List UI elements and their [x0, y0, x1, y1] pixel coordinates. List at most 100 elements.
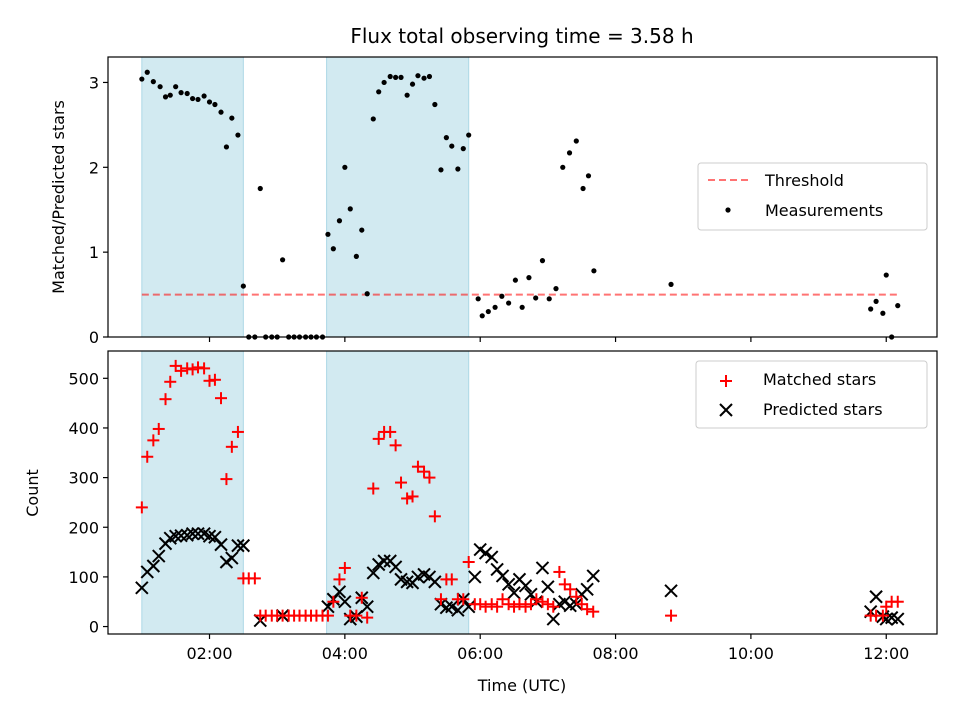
y-tick-label: 400 — [68, 419, 99, 438]
measurement-point — [229, 115, 235, 121]
predicted-star-point — [535, 561, 550, 575]
measurement-point — [455, 166, 461, 172]
matched-star-point — [428, 510, 441, 523]
top-legend-box — [697, 162, 928, 231]
predicted-star-point — [338, 595, 352, 609]
top-axes-frame — [107, 56, 938, 338]
measurement-point — [393, 74, 399, 80]
bottom-legend: Matched stars Predicted stars — [695, 360, 928, 429]
matched-star-point — [333, 573, 346, 586]
measurement-point — [325, 231, 331, 237]
bottom-shaded-intervals — [141, 350, 470, 635]
measurement-point — [539, 258, 546, 264]
predicted-star-point — [478, 546, 493, 560]
measurement-point — [184, 90, 190, 97]
top-legend: Threshold Measurements — [697, 162, 928, 231]
measurement-point — [506, 300, 512, 306]
measurement-point — [519, 304, 525, 310]
measurement-point — [353, 253, 359, 259]
top-panel: 0 1 2 3 Matched/Predicted stars Threshold M… — [49, 56, 938, 347]
measurement-point — [460, 146, 466, 152]
matched-star-point — [876, 609, 889, 622]
measurement-point — [240, 283, 246, 289]
predicted-star-point — [185, 527, 200, 541]
matched-star-point — [891, 595, 904, 608]
measurement-point — [546, 296, 552, 302]
measurement-point — [466, 132, 472, 138]
matched-star-point — [141, 450, 154, 463]
matched-star-point — [321, 609, 334, 622]
matched-star-point — [350, 609, 363, 622]
matched-star-point — [491, 600, 504, 613]
legend-predicted-label: Predicted stars — [763, 400, 883, 419]
measurement-point — [139, 76, 145, 82]
matched-star-point — [220, 473, 233, 486]
measurement-point — [553, 286, 559, 292]
bottom-data-marks — [135, 359, 905, 628]
predicted-star-point — [214, 537, 228, 552]
predicted-star-point — [400, 575, 414, 589]
matched-star-point — [152, 422, 165, 435]
matched-star-point — [401, 492, 414, 505]
measurement-point — [223, 144, 230, 150]
matched-star-point — [445, 573, 458, 586]
matched-star-point — [186, 363, 199, 376]
figure-title: Flux total observing time = 3.58 h — [350, 24, 693, 48]
x-tick-label: 12:00 — [863, 644, 909, 663]
bottom-y-axis-label: Count — [23, 469, 42, 517]
matched-star-point — [547, 600, 560, 613]
measurement-point — [359, 227, 365, 233]
y-tick-label: 500 — [68, 369, 99, 388]
y-tick-label: 200 — [68, 518, 99, 537]
measurement-point — [347, 206, 353, 212]
measurement-point — [438, 167, 444, 173]
top-data-marks — [139, 69, 901, 340]
legend-matched-swatch — [720, 375, 732, 387]
predicted-star-point — [507, 586, 521, 600]
matched-star-point — [372, 432, 385, 445]
x-tick-label: 08:00 — [592, 644, 638, 663]
measurement-point — [873, 298, 879, 304]
measurement-point — [880, 310, 886, 316]
y-tick-label: 1 — [89, 243, 99, 262]
matched-star-point — [367, 482, 380, 495]
measurement-point — [381, 79, 387, 86]
measurement-point — [279, 257, 286, 263]
measurement-point — [512, 277, 518, 283]
x-tick-label: 10:00 — [728, 644, 774, 663]
matched-star-point — [508, 600, 521, 613]
matched-star-point — [423, 471, 436, 484]
measurement-point — [883, 272, 889, 278]
measurement-point — [479, 313, 485, 319]
measurement-point — [443, 135, 449, 141]
measurement-point — [370, 116, 376, 122]
predicted-star-point — [461, 599, 476, 614]
matched-star-point — [564, 583, 577, 596]
bottom-panel: 0 100 200 300 400 500 02:00 04:00 06:00 08:00 10:0… — [23, 350, 938, 695]
predicted-star-point — [152, 549, 166, 563]
matched-star-point — [519, 600, 532, 613]
predicted-star-point — [580, 582, 594, 597]
measurement-point — [398, 74, 404, 80]
measurement-point — [364, 291, 370, 297]
matched-star-point — [147, 434, 160, 447]
matched-star-point — [355, 591, 368, 604]
measurement-point — [167, 92, 173, 98]
bottom-axes-frame — [107, 350, 938, 635]
matched-star-point — [513, 598, 526, 611]
matched-star-point — [225, 440, 238, 453]
x-tick-label: 04:00 — [322, 644, 368, 663]
matched-star-point — [395, 476, 408, 489]
matched-star-point — [135, 501, 148, 514]
measurement-point — [206, 99, 213, 105]
shaded-interval — [141, 56, 244, 338]
predicted-star-point — [495, 569, 510, 583]
measurement-point — [415, 73, 421, 79]
measurement-point — [144, 69, 150, 75]
measurement-point — [566, 150, 573, 156]
measurement-point — [212, 101, 218, 108]
matched-star-point — [338, 561, 351, 574]
measurement-point — [475, 296, 481, 302]
matched-star-point — [208, 373, 221, 386]
